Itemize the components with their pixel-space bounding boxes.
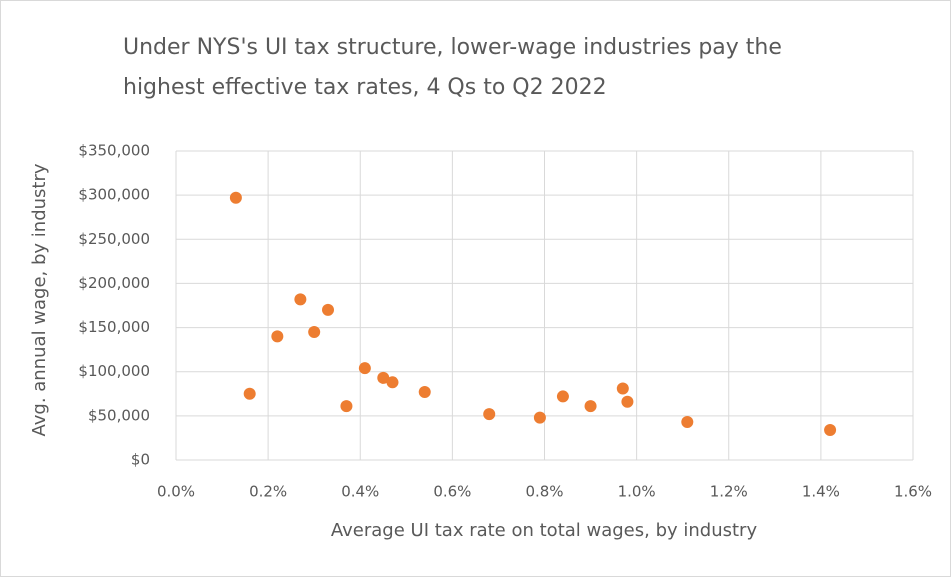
data-point [271, 330, 284, 343]
x-tick-label: 1.4% [802, 483, 840, 501]
y-tick-label: $350,000 [78, 142, 150, 160]
data-point [358, 362, 371, 375]
x-axis-title: Average UI tax rate on total wages, by i… [331, 520, 758, 541]
x-tick-label: 1.6% [894, 483, 932, 501]
x-tick-label: 1.2% [710, 483, 748, 501]
x-tick-label: 1.0% [618, 483, 656, 501]
data-point [294, 293, 307, 306]
chart-title: Under NYS's UI tax structure, lower-wage… [123, 35, 782, 100]
y-axis-title: Avg. annual wage, by industry [29, 163, 50, 436]
data-point [243, 387, 256, 400]
data-point [533, 411, 546, 424]
data-point [418, 386, 431, 399]
data-point [386, 376, 399, 389]
data-point [824, 423, 837, 436]
x-tick-label: 0.4% [341, 483, 379, 501]
x-tick-label: 0.6% [433, 483, 471, 501]
y-tick-label: $200,000 [78, 274, 150, 292]
y-tick-label: $100,000 [78, 362, 150, 380]
data-point [616, 382, 629, 395]
data-point [377, 371, 390, 384]
y-tick-label: $50,000 [88, 406, 150, 424]
y-tick-label: $250,000 [78, 230, 150, 248]
y-tick-label: $150,000 [78, 318, 150, 336]
data-point [621, 395, 634, 408]
x-tick-label: 0.0% [157, 483, 195, 501]
data-point [308, 325, 321, 338]
data-point [681, 416, 694, 429]
y-tick-label: $0 [131, 451, 150, 469]
data-point [340, 400, 353, 413]
y-tick-label: $300,000 [78, 186, 150, 204]
data-point [556, 390, 569, 403]
data-point [584, 400, 597, 413]
x-tick-label: 0.8% [525, 483, 563, 501]
data-point [322, 303, 335, 316]
data-point [229, 191, 242, 204]
x-tick-label: 0.2% [249, 483, 287, 501]
data-point [483, 408, 496, 421]
